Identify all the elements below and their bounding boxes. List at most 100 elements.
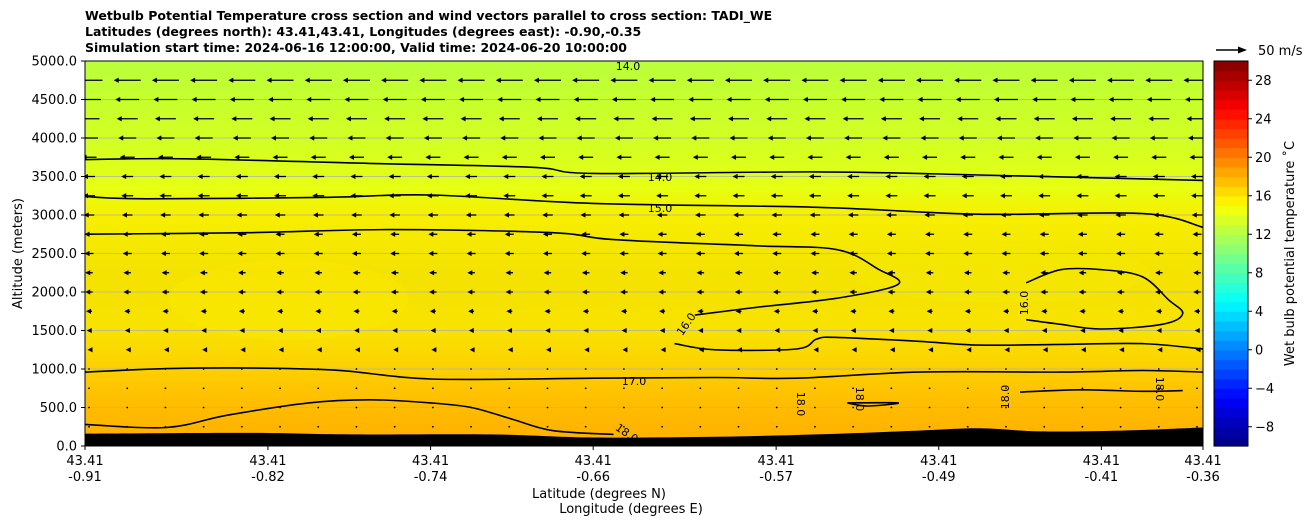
wind-vector-head: [734, 270, 740, 276]
wind-vector: [1154, 231, 1164, 237]
wind-vector-head: [468, 308, 474, 314]
wind-vector: [1157, 425, 1160, 428]
colorbar-tick-label: 4: [1255, 305, 1263, 320]
wind-vector: [314, 289, 322, 295]
wind-vector-head: [960, 154, 966, 160]
wind-vector: [581, 231, 591, 237]
wind-vector-head: [426, 173, 432, 180]
wind-vector-head: [157, 154, 163, 160]
wind-vector-head: [237, 250, 243, 257]
wind-vector-head: [238, 308, 244, 314]
wind-vector: [775, 387, 778, 390]
wind-vector: [355, 387, 358, 390]
wind-vector: [1039, 250, 1049, 257]
wind-vector: [546, 425, 549, 428]
wind-vector-head: [500, 135, 506, 141]
wind-vector: [466, 231, 476, 237]
wind-vector-head: [576, 135, 582, 141]
wind-vector: [503, 193, 516, 199]
wind-vector: [381, 77, 409, 83]
wind-vector-head: [354, 347, 360, 353]
wind-vector-head: [964, 270, 970, 276]
wind-vector: [231, 116, 253, 122]
colorbar-band: [1214, 70, 1248, 81]
contour-label: 18.0: [999, 385, 1012, 410]
wind-vector-head: [498, 116, 504, 122]
wind-vector-head: [889, 327, 895, 334]
wind-vector-head: [734, 289, 740, 295]
wind-vector: [848, 250, 858, 257]
wind-vector: [1035, 135, 1054, 141]
wind-vector-head: [725, 77, 731, 83]
wind-vector-head: [306, 96, 312, 103]
wind-vector-head: [533, 77, 539, 83]
wind-vector-head: [954, 77, 960, 83]
colorbar-band: [1214, 349, 1248, 360]
colorbar-tick-label: −8: [1255, 420, 1274, 435]
wind-vector: [653, 135, 672, 141]
wind-vector: [505, 270, 514, 276]
wind-vector-head: [1114, 193, 1120, 199]
wind-vector: [423, 135, 442, 141]
chart-title-line-3: Simulation start time: 2024-06-16 12:00:…: [85, 40, 627, 55]
wind-vector: [1195, 347, 1201, 353]
wind-vector: [234, 154, 250, 160]
wind-vector: [431, 347, 437, 353]
wind-vector-head: [392, 327, 398, 334]
wind-vector-head: [923, 173, 929, 180]
wind-vector-head: [770, 193, 776, 199]
wind-vector: [315, 327, 321, 334]
wind-vector-head: [847, 193, 853, 199]
wind-vector-head: [190, 77, 196, 83]
wind-vector-head: [1153, 212, 1159, 218]
wind-vector-head: [811, 308, 817, 314]
wind-vector: [992, 77, 1020, 83]
wind-vector: [546, 387, 549, 390]
wind-vector-head: [310, 154, 316, 160]
wind-vector: [916, 77, 944, 83]
y-tick-label: 3500.0: [32, 170, 78, 185]
wind-vector-head: [541, 193, 547, 199]
wind-vector: [773, 308, 780, 314]
wind-vector: [772, 250, 782, 257]
wind-vector-head: [85, 250, 90, 257]
colorbar-band: [1214, 397, 1248, 409]
wind-vector-head: [1111, 135, 1117, 141]
wind-vector-head: [1113, 154, 1119, 160]
wind-vector: [842, 116, 864, 122]
wind-vector: [1119, 387, 1122, 390]
wind-vector: [351, 250, 361, 257]
wind-vector-head: [882, 135, 888, 141]
wind-vector: [115, 96, 140, 103]
wind-vector: [583, 327, 589, 334]
wind-vector-head: [958, 135, 964, 141]
wind-vector: [240, 406, 243, 409]
wind-vector: [694, 173, 707, 180]
x-tick-label-lat: 43.41: [575, 454, 612, 469]
x-tick-label-lon: -0.91: [68, 470, 102, 485]
wind-vector-head: [1154, 250, 1160, 257]
wind-vector-head: [1108, 96, 1114, 103]
wind-vector: [393, 368, 396, 370]
wind-vector: [121, 212, 133, 218]
wind-vector: [695, 231, 705, 237]
wind-vector: [1002, 270, 1010, 276]
chart-title-line-1: Wetbulb Potential Temperature cross sect…: [85, 8, 773, 23]
colorbar-tick-label: 12: [1255, 228, 1272, 243]
wind-vector-head: [239, 327, 245, 334]
wind-vector: [317, 425, 320, 428]
wind-vector-head: [1000, 212, 1006, 218]
wind-vector-head: [809, 212, 815, 218]
contour-line-16: [1025, 267, 1184, 330]
wind-vector-head: [1041, 308, 1047, 314]
wind-vector: [237, 250, 247, 257]
wind-vector: [579, 193, 592, 199]
wind-vector: [191, 96, 216, 103]
y-tick-label: 0.0: [56, 440, 77, 455]
wind-vector-head: [659, 308, 665, 314]
wind-vector-head: [920, 135, 926, 141]
wind-vector: [237, 231, 247, 237]
wind-vector: [961, 193, 974, 199]
wind-vector-head: [466, 231, 472, 237]
wind-vector: [698, 347, 704, 353]
